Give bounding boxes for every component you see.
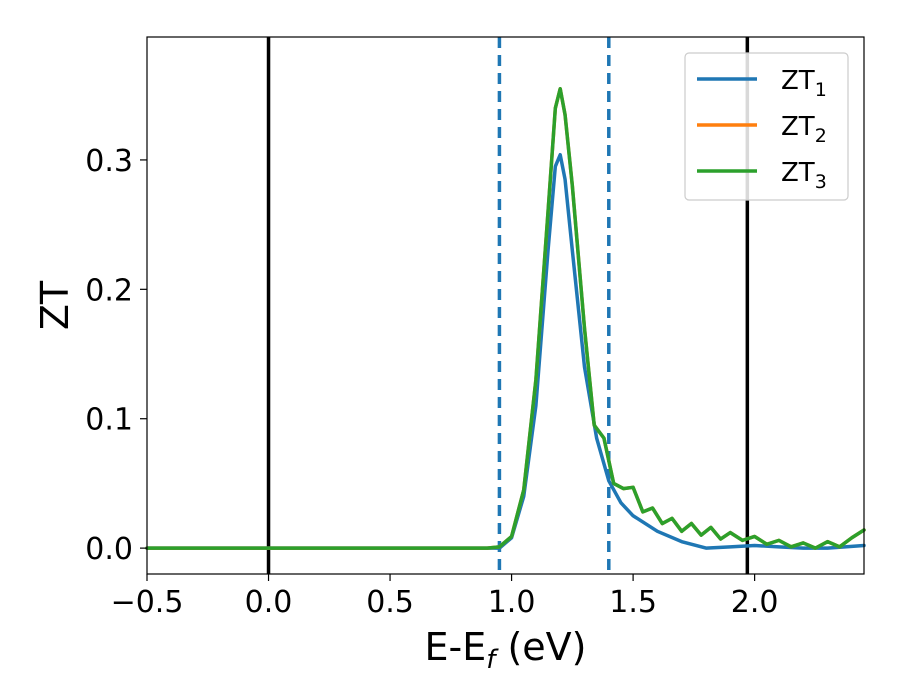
y-tick-label: 0.3 — [85, 144, 133, 179]
legend-label-zt2: ZT2 — [781, 112, 827, 147]
x-tick-label: −0.5 — [111, 585, 184, 620]
legend: ZT1 ZT2 ZT3 — [684, 52, 849, 201]
x-tick-label: 1.0 — [488, 585, 536, 620]
vertical-reference-lines — [266, 37, 750, 574]
y-axis-title: ZT — [33, 280, 77, 330]
x-tick-label: 0.0 — [245, 585, 293, 620]
x-axis: −0.5 0.0 0.5 1.0 1.5 2.0 — [111, 574, 779, 620]
y-tick-label: 0.2 — [85, 273, 133, 308]
y-axis: 0.0 0.1 0.2 0.3 — [85, 144, 147, 567]
x-tick-label: 1.5 — [609, 585, 657, 620]
y-tick-label: 0.1 — [85, 403, 133, 438]
series-line-zt3 — [145, 87, 866, 550]
x-tick-label: 0.5 — [366, 585, 414, 620]
legend-box — [684, 52, 849, 201]
legend-label-zt1: ZT1 — [781, 66, 827, 101]
legend-label-zt3: ZT3 — [781, 158, 827, 193]
x-axis-title-unit: (eV) — [495, 625, 586, 669]
x-tick-label: 2.0 — [731, 585, 779, 620]
x-axis-title: E-Ef (eV) — [425, 625, 587, 675]
series-lines — [145, 87, 866, 550]
series-line-zt1 — [145, 153, 866, 550]
plot-frame — [146, 36, 865, 575]
y-tick-label: 0.0 — [85, 532, 133, 567]
